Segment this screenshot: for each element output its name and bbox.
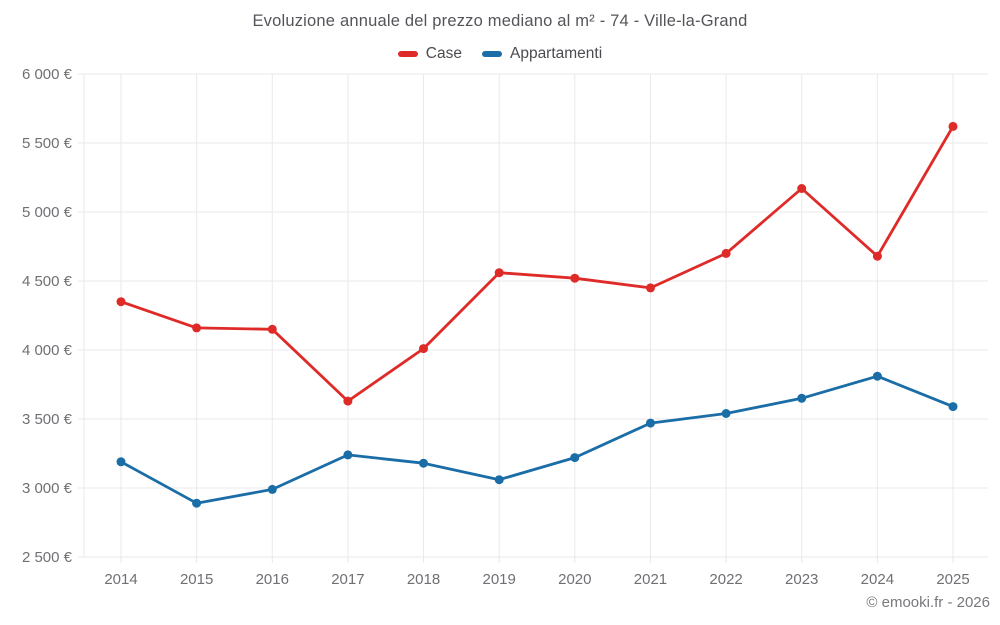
x-axis-tick-label: 2023 bbox=[785, 571, 818, 588]
data-point bbox=[872, 371, 882, 381]
data-point bbox=[192, 323, 202, 333]
data-point bbox=[646, 418, 655, 428]
copyright-note: © emooki.fr - 2026 bbox=[866, 594, 990, 611]
data-point bbox=[116, 457, 126, 467]
x-axis-tick-label: 2017 bbox=[331, 571, 364, 588]
x-axis-tick-label: 2015 bbox=[180, 571, 213, 588]
x-axis-tick-label: 2021 bbox=[634, 571, 667, 588]
grid: 2 500 € 3 000 € 3 500 € 4 000 € 4 500 € 5 000… bbox=[22, 66, 988, 588]
series-appartamenti bbox=[116, 371, 958, 508]
y-axis-tick-label: 5 500 € bbox=[22, 135, 73, 152]
data-point bbox=[646, 283, 655, 293]
data-point bbox=[872, 251, 882, 261]
series-line bbox=[119, 125, 955, 403]
data-point bbox=[721, 248, 731, 258]
data-point bbox=[419, 344, 428, 354]
data-point bbox=[343, 450, 353, 460]
data-point bbox=[570, 453, 580, 463]
data-point bbox=[948, 121, 958, 131]
y-axis-tick-label: 4 000 € bbox=[22, 342, 73, 359]
data-point bbox=[192, 498, 202, 508]
data-point bbox=[419, 458, 428, 468]
legend-item-appartamenti: Appartamenti bbox=[481, 45, 603, 63]
data-point bbox=[267, 484, 277, 494]
y-axis-tick-label: 6 000 € bbox=[22, 66, 73, 83]
data-point bbox=[494, 268, 504, 278]
y-axis-tick-label: 3 000 € bbox=[22, 480, 73, 497]
chart-legend: Case Appartamenti bbox=[0, 45, 1000, 63]
data-point bbox=[948, 402, 958, 412]
series-case bbox=[116, 121, 958, 406]
legend-swatch-case-icon bbox=[397, 51, 418, 57]
legend-label-appartamenti: Appartamenti bbox=[509, 45, 603, 62]
y-axis-tick-label: 3 500 € bbox=[22, 411, 73, 428]
data-point bbox=[570, 273, 580, 283]
x-axis-tick-label: 2024 bbox=[861, 571, 894, 588]
y-axis-tick-label: 5 000 € bbox=[22, 204, 73, 221]
x-axis-tick-label: 2014 bbox=[104, 571, 137, 588]
y-axis-tick-label: 4 500 € bbox=[22, 273, 73, 290]
chart-title: Evoluzione annuale del prezzo mediano al… bbox=[252, 12, 748, 30]
series-line bbox=[119, 374, 955, 505]
data-point bbox=[797, 393, 807, 403]
x-axis-tick-label: 2025 bbox=[936, 571, 969, 588]
data-point bbox=[721, 409, 731, 418]
x-axis-tick-label: 2019 bbox=[482, 571, 515, 588]
x-axis-tick-label: 2022 bbox=[709, 571, 742, 588]
y-axis-tick-label: 2 500 € bbox=[22, 549, 73, 566]
legend-label-case: Case bbox=[425, 45, 462, 62]
legend-item-case: Case bbox=[397, 45, 462, 63]
x-axis-tick-label: 2016 bbox=[256, 571, 289, 588]
data-point bbox=[116, 297, 126, 307]
data-point bbox=[494, 475, 504, 485]
data-point bbox=[267, 324, 277, 334]
data-point bbox=[797, 184, 807, 193]
x-axis-tick-label: 2020 bbox=[558, 571, 591, 588]
x-axis-tick-label: 2018 bbox=[407, 571, 440, 588]
legend-swatch-appartamenti-icon bbox=[481, 51, 502, 57]
data-point bbox=[343, 396, 353, 406]
